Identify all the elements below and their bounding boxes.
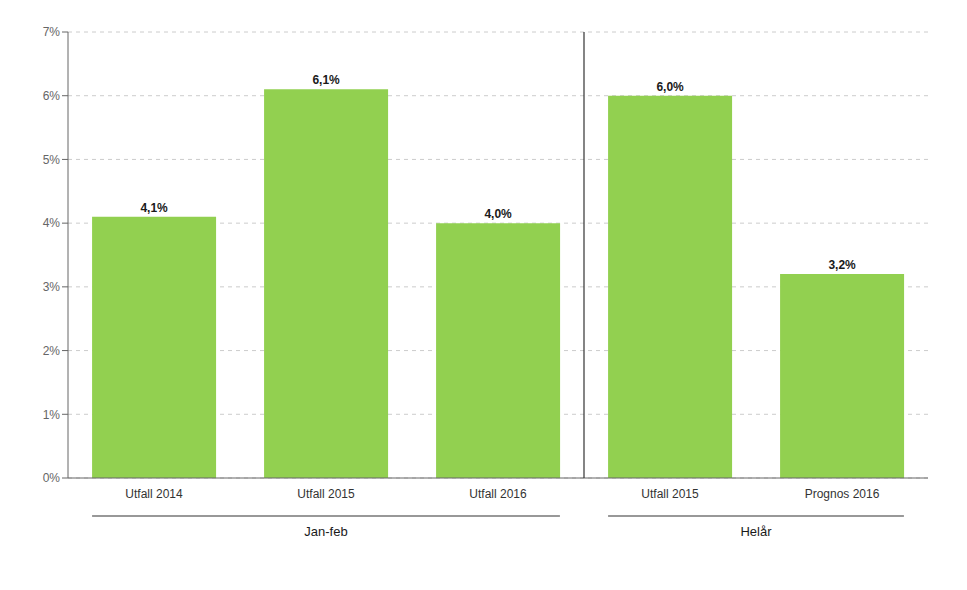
svg-text:5%: 5% [43,153,61,167]
svg-text:6%: 6% [43,89,61,103]
svg-text:4,0%: 4,0% [484,207,512,221]
svg-text:Utfall 2014: Utfall 2014 [125,487,183,501]
svg-text:6,1%: 6,1% [312,73,340,87]
svg-text:Helår: Helår [740,524,772,539]
svg-text:6,0%: 6,0% [656,80,684,94]
svg-text:3%: 3% [43,280,61,294]
svg-text:7%: 7% [43,25,61,39]
svg-text:Prognos 2016: Prognos 2016 [805,487,880,501]
svg-text:4,1%: 4,1% [140,201,168,215]
svg-text:3,2%: 3,2% [828,258,856,272]
svg-text:2%: 2% [43,344,61,358]
svg-text:0%: 0% [43,471,61,485]
svg-text:1%: 1% [43,408,61,422]
svg-text:Utfall 2015: Utfall 2015 [641,487,699,501]
svg-text:Utfall 2016: Utfall 2016 [469,487,527,501]
svg-text:4%: 4% [43,216,61,230]
svg-text:Jan-feb: Jan-feb [304,524,347,539]
svg-text:Utfall 2015: Utfall 2015 [297,487,355,501]
